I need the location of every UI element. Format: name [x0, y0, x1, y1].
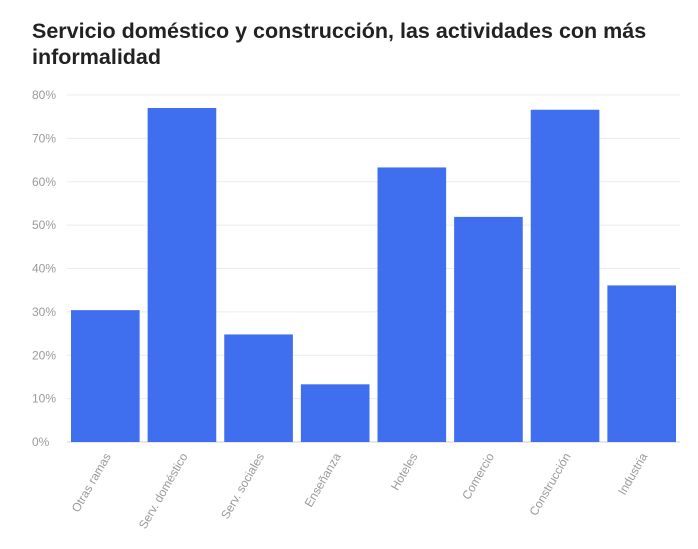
y-tick-label: 40%: [32, 262, 56, 276]
bar: [454, 216, 523, 442]
x-axis-labels: Otras ramas Serv. doméstico Serv. sociales…: [69, 450, 651, 531]
bars: [71, 108, 676, 442]
bar: [300, 384, 370, 442]
bar: [377, 167, 447, 442]
bar: [530, 109, 600, 442]
x-tick-label: Comercio: [459, 450, 497, 502]
y-tick-label: 50%: [32, 218, 56, 232]
y-tick-label: 60%: [32, 175, 56, 189]
bar: [147, 108, 217, 442]
chart-title: Servicio doméstico y construcción, las a…: [32, 19, 647, 69]
x-tick-label: Serv. sociales: [218, 451, 267, 522]
x-tick-label: Industria: [615, 450, 650, 497]
y-tick-label: 0%: [32, 435, 50, 449]
x-tick-label: Hoteles: [388, 451, 420, 493]
x-tick-label: Serv. doméstico: [136, 450, 191, 531]
y-tick-label: 20%: [32, 348, 56, 362]
bar: [71, 310, 140, 442]
y-axis-ticks: 0% 10% 20% 30% 40% 50% 60% 70% 80%: [32, 88, 56, 449]
y-tick-label: 30%: [32, 305, 56, 319]
x-tick-label: Otras ramas: [69, 451, 114, 515]
y-tick-label: 80%: [32, 88, 56, 102]
bar: [224, 334, 293, 442]
y-tick-label: 10%: [32, 392, 56, 406]
y-tick-label: 70%: [32, 131, 56, 145]
x-tick-label: Construcción: [527, 451, 574, 519]
x-tick-label: Enseñanza: [302, 450, 344, 509]
bar: [607, 285, 676, 442]
